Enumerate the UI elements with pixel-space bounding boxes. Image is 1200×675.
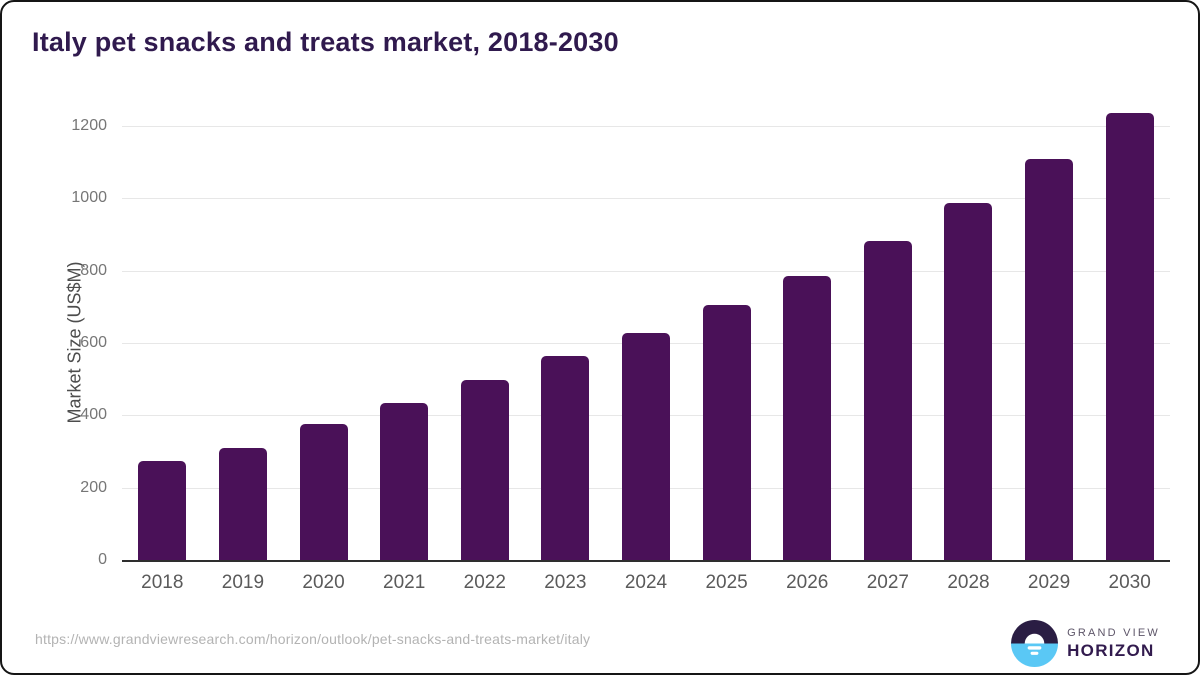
logo-brand-name: GRAND VIEW — [1067, 626, 1160, 639]
x-label-2025: 2025 — [705, 572, 748, 593]
bar-2018 — [138, 460, 187, 560]
x-label-2027: 2027 — [866, 572, 909, 593]
gridline-1000 — [122, 198, 1170, 200]
bar-2020 — [299, 423, 348, 560]
x-label-2021: 2021 — [383, 572, 426, 593]
x-label-2029: 2029 — [1027, 572, 1071, 593]
chart-title: Italy pet snacks and treats market, 2018… — [32, 27, 619, 57]
y-tick-label-1000: 1000 — [71, 189, 107, 207]
x-label-2019: 2019 — [221, 572, 265, 593]
x-label-2023: 2023 — [544, 572, 587, 593]
plot-area: 0 200 400 600 800 1000 1200 2018 2019 2020 2021 202… — [71, 112, 1170, 593]
y-tick-label-800: 800 — [80, 261, 107, 279]
bar-2024 — [622, 332, 670, 560]
x-label-2020: 2020 — [302, 572, 345, 593]
bar-2030 — [1105, 112, 1154, 560]
bar-2027 — [863, 240, 912, 560]
logo-product-name: HORIZON — [1067, 640, 1155, 660]
gridline-1200 — [122, 126, 1170, 127]
gridline-800 — [122, 270, 1170, 272]
x-label-2022: 2022 — [463, 572, 506, 593]
y-tick-label-600: 600 — [80, 334, 107, 351]
bar-2029 — [1025, 158, 1074, 560]
y-tick-label-200: 200 — [80, 478, 107, 496]
bar-2028 — [944, 202, 993, 560]
bar-2019 — [218, 447, 267, 560]
source-url: https://www.grandviewresearch.com/horizo… — [35, 631, 591, 647]
y-tick-label-1200: 1200 — [71, 117, 107, 134]
bar-2021 — [380, 403, 429, 560]
x-label-2026: 2026 — [786, 572, 829, 593]
x-label-2030: 2030 — [1108, 572, 1151, 593]
bar-2026 — [783, 275, 832, 560]
horizon-logo-icon — [1011, 620, 1059, 667]
x-label-2018: 2018 — [141, 572, 184, 593]
bar-2022 — [460, 380, 509, 560]
x-label-2028: 2028 — [947, 572, 990, 593]
y-tick-label-0: 0 — [98, 551, 107, 568]
logo-text: GRAND VIEW HORIZON — [1067, 627, 1160, 661]
bar-2023 — [541, 356, 590, 560]
bar-2025 — [702, 305, 751, 560]
x-label-2024: 2024 — [624, 572, 668, 593]
grand-view-horizon-logo: GRAND VIEW HORIZON — [1011, 619, 1160, 668]
y-tick-label-400: 400 — [80, 406, 107, 424]
